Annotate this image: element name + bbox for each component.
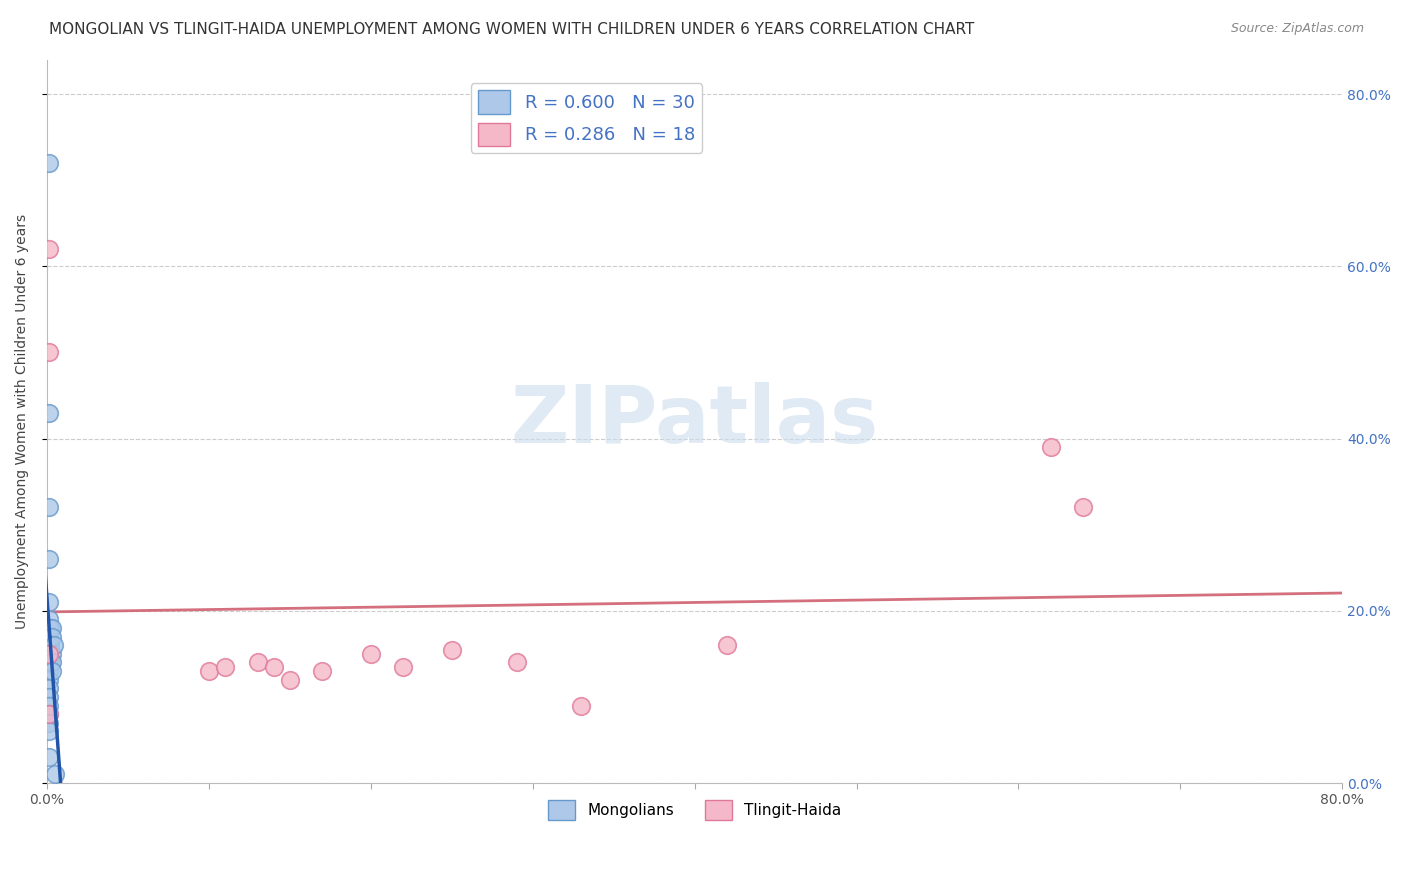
Point (198, 664, 221, 678)
Point (38, 612, 60, 626)
Point (38, 406, 60, 420)
Point (246, 656, 269, 670)
Point (38, 345, 60, 359)
Point (38, 698, 60, 713)
Point (38, 750, 60, 764)
Point (38, 647, 60, 661)
Point (39, 638, 62, 652)
Point (38, 715, 60, 730)
Point (38, 656, 60, 670)
Point (38, 242, 60, 256)
Point (38, 647, 60, 661)
Point (1071, 500, 1094, 515)
Point (38, 552, 60, 566)
Point (41, 647, 63, 661)
Point (39, 656, 62, 670)
Point (41, 630, 63, 644)
Point (214, 660, 236, 674)
Point (38, 707, 60, 722)
Point (360, 647, 382, 661)
Text: Source: ZipAtlas.com: Source: ZipAtlas.com (1230, 22, 1364, 36)
Point (1039, 440, 1062, 454)
Legend: Mongolians, Tlingit-Haida: Mongolians, Tlingit-Haida (541, 794, 848, 826)
Point (41, 664, 63, 678)
Point (311, 664, 333, 678)
Y-axis label: Unemployment Among Women with Children Under 6 years: Unemployment Among Women with Children U… (15, 214, 30, 629)
Point (38, 156, 60, 170)
Point (38, 681, 60, 696)
Point (38, 673, 60, 687)
Point (38, 500, 60, 515)
Point (38, 595, 60, 609)
Point (38, 638, 60, 652)
Point (38, 724, 60, 739)
Text: MONGOLIAN VS TLINGIT-HAIDA UNEMPLOYMENT AMONG WOMEN WITH CHILDREN UNDER 6 YEARS : MONGOLIAN VS TLINGIT-HAIDA UNEMPLOYMENT … (49, 22, 974, 37)
Point (39, 621, 62, 635)
Point (38, 630, 60, 644)
Text: ZIPatlas: ZIPatlas (510, 383, 879, 460)
Point (569, 698, 592, 713)
Point (263, 660, 285, 674)
Point (392, 660, 415, 674)
Point (41, 656, 63, 670)
Point (38, 664, 60, 678)
Point (505, 656, 527, 670)
Point (42, 638, 65, 652)
Point (38, 707, 60, 722)
Point (440, 642, 463, 657)
Point (44, 767, 66, 781)
Point (41, 621, 63, 635)
Point (38, 690, 60, 704)
Point (716, 638, 738, 652)
Point (278, 673, 301, 687)
Point (38, 621, 60, 635)
